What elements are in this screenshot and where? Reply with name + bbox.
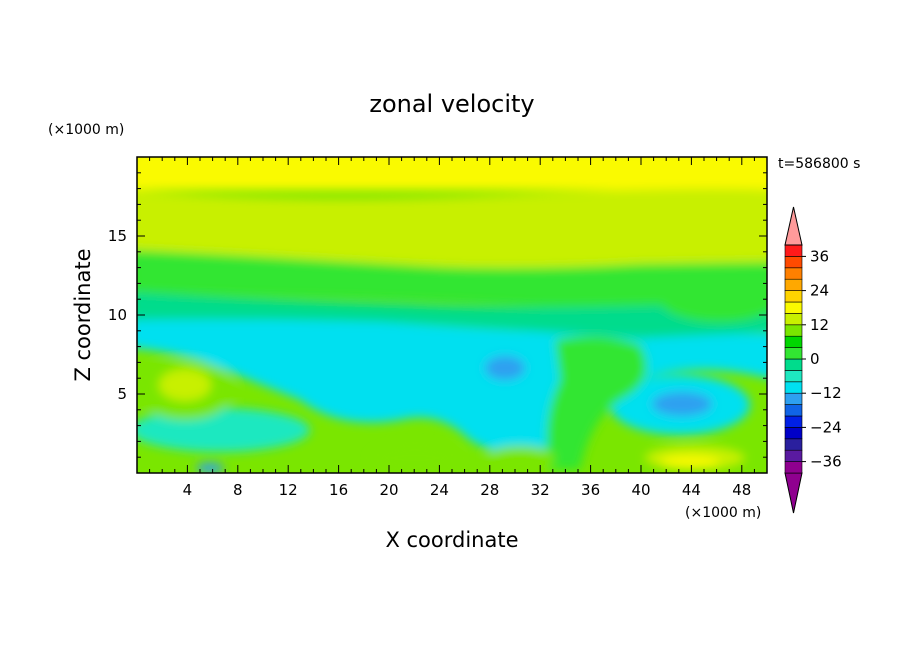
y-tick-label-5: 5 [117,385,127,403]
colorbar: 36 24 12 0 −12 −24 −36 [784,206,842,514]
y-axis-label: Z coordinate [71,248,95,381]
y-tick-label-15: 15 [108,227,127,245]
colorbar-bin-16 [784,301,803,314]
colorbar-label-0: 0 [810,350,820,368]
x-tick-label-20: 20 [379,481,398,499]
colorbar-label-12: 12 [810,316,829,334]
colorbar-label--24: −24 [810,418,842,436]
y-axis-ticks: 5 10 15 [108,172,767,458]
x-tick-label-8: 8 [233,481,243,499]
x-tick-label-4: 4 [183,481,193,499]
x-tick-label-44: 44 [682,481,701,499]
colorbar-label--36: −36 [810,453,842,471]
cell-green-right-upper [660,278,767,322]
colorbar-bin-28 [784,267,803,280]
x-tick-label-40: 40 [631,481,650,499]
x-axis-ticks: 4 8 12 16 20 24 28 32 36 40 44 48 [149,157,755,499]
y-axis-unit: (×1000 m) [48,122,124,138]
velocity-field [137,157,767,473]
colorbar-bin--32 [784,438,803,451]
x-tick-label-24: 24 [430,481,449,499]
band-mid-green [137,292,767,338]
cell-blue-center [485,356,525,380]
colorbar-extend-low [784,472,803,514]
colorbar-bin--8 [784,370,803,383]
colorbar-bin--36 [784,449,803,462]
x-tick-label-28: 28 [480,481,499,499]
cell-blue-bottom-left [196,463,224,473]
colorbar-label--12: −12 [810,384,842,402]
colorbar-bin-4 [784,335,803,348]
colorbar-bin-32 [784,256,803,269]
cell-blue-right [652,392,712,416]
x-axis-unit: (×1000 m) [685,505,761,521]
band-top-yellow [137,157,767,190]
time-label: t=586800 s [778,156,860,172]
band-upper-yellowgreen [137,188,767,272]
chart-title: zonal velocity [369,90,534,118]
colorbar-bin-36 [784,244,803,257]
x-tick-label-16: 16 [329,481,348,499]
x-tick-label-36: 36 [581,481,600,499]
colorbar-extend-high [784,206,803,246]
colorbar-bin--24 [784,415,803,428]
colorbar-bin-20 [784,290,803,303]
y-tick-label-10: 10 [108,306,127,324]
x-tick-label-48: 48 [732,481,751,499]
colorbar-bin--40 [784,461,803,474]
cell-yellow-bottom-44-core [660,456,720,468]
band-upper-green [137,250,767,308]
colorbar-bin-8 [784,324,803,337]
cell-yellowgreen-left [159,369,211,401]
colorbar-label-24: 24 [810,282,829,300]
column-green-center [546,336,647,470]
colorbar-bin-0 [784,347,803,360]
colorbar-bin-12 [784,313,803,326]
colorbar-bin-24 [784,278,803,291]
x-axis-label: X coordinate [385,528,518,552]
colorbar-bin--28 [784,427,803,440]
cell-green-bottom-24 [370,444,460,472]
colorbar-bin--4 [784,358,803,371]
colorbar-bin--12 [784,381,803,394]
colorbar-label-36: 36 [810,247,829,265]
x-tick-label-32: 32 [531,481,550,499]
colorbar-bin--16 [784,392,803,405]
x-tick-label-12: 12 [279,481,298,499]
cell-green-bottom-30 [485,446,555,470]
colorbar-bin--20 [784,404,803,417]
